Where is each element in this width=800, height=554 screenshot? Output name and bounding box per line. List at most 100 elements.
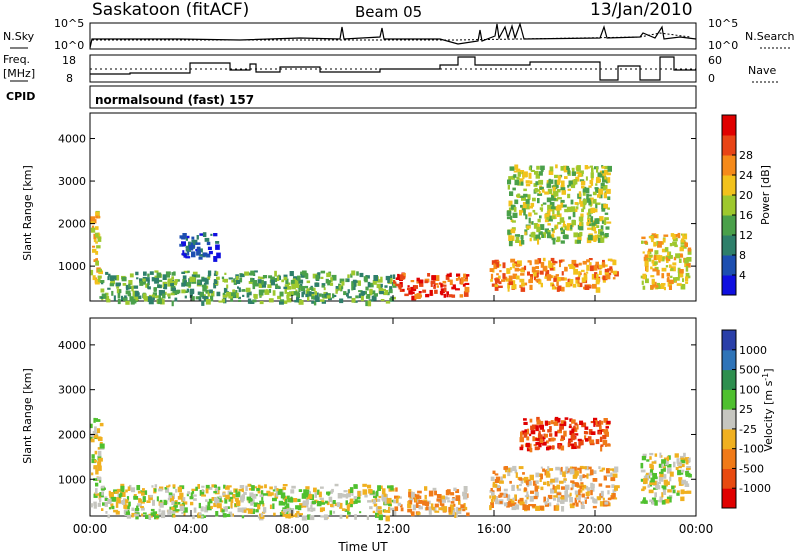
nsky-tick-bottom-left: 10^0 (54, 39, 84, 52)
data-cell (205, 488, 209, 494)
data-cell (541, 429, 546, 432)
data-cell (447, 500, 451, 503)
data-cell (164, 283, 168, 290)
data-cell (648, 257, 652, 262)
data-cell (570, 224, 573, 230)
data-cell (653, 241, 657, 247)
data-cell (326, 272, 331, 278)
data-cell (321, 507, 325, 512)
data-cell (494, 501, 499, 505)
data-cell (296, 292, 300, 299)
data-cell (239, 495, 245, 501)
data-cell (389, 286, 393, 290)
data-cell (563, 480, 567, 483)
data-cell (512, 263, 515, 269)
data-cell (598, 483, 603, 487)
data-cell (549, 433, 553, 437)
data-cell (641, 280, 644, 285)
data-cell (550, 478, 555, 483)
data-cell (668, 255, 673, 259)
data-cell (115, 502, 119, 508)
data-cell (576, 171, 580, 175)
data-cell (134, 507, 140, 512)
velocity-cells (90, 416, 692, 522)
data-cell (490, 488, 493, 492)
data-cell (499, 492, 504, 496)
colorbar-tick-label: 20 (739, 189, 753, 202)
data-cell (347, 274, 350, 278)
data-cell (97, 268, 102, 272)
data-cell (456, 506, 459, 512)
data-cell (202, 232, 207, 237)
data-cell (563, 220, 566, 226)
data-cell (520, 235, 524, 240)
data-cell (151, 294, 155, 298)
data-cell (385, 301, 391, 304)
data-cell (223, 506, 228, 512)
data-cell (93, 493, 98, 498)
y-tick-label: 1000 (58, 260, 86, 273)
data-cell (407, 500, 410, 506)
data-cell (539, 439, 544, 443)
data-cell (127, 486, 131, 491)
data-cell (290, 489, 295, 494)
data-cell (535, 272, 539, 278)
data-cell (439, 500, 442, 506)
data-cell (125, 511, 130, 515)
data-cell (581, 185, 585, 189)
data-cell (214, 497, 219, 503)
data-cell (591, 167, 594, 173)
colorbar-tick-label: 28 (739, 149, 753, 162)
data-cell (548, 209, 553, 212)
data-cell (389, 507, 394, 511)
data-cell (179, 235, 183, 239)
data-cell (519, 178, 524, 183)
data-cell (571, 428, 575, 434)
data-cell (375, 512, 380, 518)
data-cell (418, 291, 422, 294)
data-cell (510, 503, 513, 507)
data-cell (560, 199, 565, 203)
data-cell (393, 281, 397, 284)
data-cell (330, 277, 333, 283)
time-axis: 00:00 04:00 08:00 12:00 16:00 20:00 00:00 (73, 295, 713, 536)
data-cell (222, 294, 228, 298)
data-cell (589, 165, 593, 168)
data-cell (306, 280, 311, 284)
data-cell (644, 240, 648, 245)
data-cell (658, 482, 661, 485)
data-cell (536, 416, 540, 422)
data-cell (592, 478, 598, 482)
data-cell (117, 292, 121, 299)
data-cell (124, 295, 127, 298)
data-cell (100, 280, 105, 283)
nsky-tick-top-left: 10^5 (54, 17, 84, 30)
data-cell (93, 259, 97, 262)
data-cell (537, 198, 540, 204)
data-cell (496, 263, 500, 268)
data-cell (283, 276, 288, 281)
data-cell (584, 474, 589, 478)
data-cell (586, 285, 590, 289)
data-cell (408, 491, 413, 498)
data-cell (209, 289, 213, 294)
data-cell (553, 422, 559, 426)
data-cell (553, 266, 556, 271)
data-cell (567, 193, 571, 199)
data-cell (525, 183, 531, 187)
data-cell (561, 286, 565, 292)
data-cell (563, 277, 567, 281)
data-cell (339, 278, 345, 283)
data-cell (564, 495, 568, 502)
data-cell (651, 461, 657, 464)
data-cell (355, 295, 359, 299)
data-cell (121, 499, 126, 505)
data-cell (564, 484, 570, 490)
data-cell (507, 229, 512, 235)
data-cell (187, 270, 190, 273)
data-cell (154, 484, 158, 488)
data-cell (117, 298, 121, 305)
data-cell (649, 499, 654, 503)
data-cell (540, 209, 543, 212)
data-cell (208, 486, 213, 490)
